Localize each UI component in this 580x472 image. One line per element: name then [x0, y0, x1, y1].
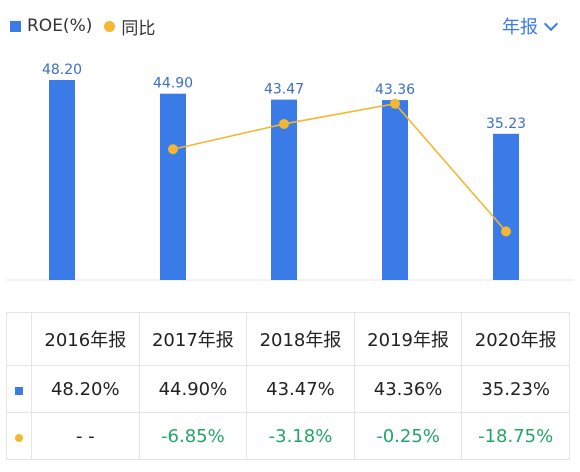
table-header-row: 2016年报 2017年报 2018年报 2019年报 2020年报 [6, 312, 570, 366]
roe-bar-2020年报[interactable] [493, 133, 519, 280]
roe-bar-label-2020年报: 35.23 [486, 116, 526, 132]
roe-legend-label: ROE(%) [27, 16, 93, 36]
roe-bar-2019年报[interactable] [382, 100, 408, 280]
table-row-yoy: - - -6.85% -3.18% -0.25% -18.75% [6, 412, 570, 460]
roe-bar-2018年报[interactable] [271, 99, 297, 280]
roe-bar-label-2018年报: 43.47 [264, 82, 304, 98]
chart-legend: ROE(%) 同比 [10, 14, 156, 39]
yoy-cell-2016: - - [31, 412, 140, 460]
yoy-cell-2017: -6.85% [138, 412, 248, 460]
roe-row-marker [15, 386, 23, 395]
roe-row-marker-cell [6, 365, 32, 413]
yoy-row-marker [15, 433, 23, 442]
roe-legend-marker [10, 20, 21, 32]
yoy-legend-label: 同比 [121, 18, 156, 39]
yoy-legend-marker [104, 20, 116, 32]
yoy-cell-2020: -18.75% [461, 412, 570, 460]
table-corner-cell [6, 312, 32, 366]
roe-chart: 48.20 44.90 43.47 43.36 35.23 [6, 62, 574, 281]
roe-cell-2017: 44.90% [138, 365, 248, 413]
table-header-2016: 2016年报 [31, 312, 140, 366]
table-header-2020: 2020年报 [461, 312, 570, 366]
period-selector-label[interactable]: 年报 [502, 17, 538, 38]
yoy-cell-2018: -3.18% [246, 412, 355, 460]
roe-cell-2018: 43.47% [246, 365, 355, 413]
table-header-2019: 2019年报 [353, 312, 463, 366]
roe-cell-2019: 43.36% [353, 365, 463, 413]
roe-bar-2017年报[interactable] [160, 93, 186, 280]
yoy-point-2019年报[interactable] [390, 98, 400, 109]
yoy-row-marker-cell [6, 412, 32, 460]
roe-cell-2020: 35.23% [461, 365, 570, 413]
roe-bar-label-2016年报: 48.20 [42, 62, 82, 78]
yoy-line [172, 102, 507, 232]
roe-cell-2016: 48.20% [31, 365, 140, 413]
yoy-point-2017年报[interactable] [168, 144, 178, 155]
data-table: 2016年报 2017年报 2018年报 2019年报 2020年报 48.20… [6, 312, 570, 460]
roe-bar-label-2019年报: 43.36 [375, 82, 415, 98]
table-header-2017: 2017年报 [138, 312, 248, 366]
period-selector[interactable]: 年报 [502, 13, 559, 39]
yoy-point-2018年报[interactable] [279, 118, 289, 129]
table-header-2018: 2018年报 [246, 312, 355, 366]
table-row-roe: 48.20% 44.90% 43.47% 43.36% 35.23% [6, 365, 570, 413]
roe-bar-label-2017年报: 44.90 [153, 76, 193, 92]
yoy-point-2020年报[interactable] [501, 226, 511, 237]
roe-bar-2016年报[interactable] [49, 80, 75, 280]
yoy-cell-2019: -0.25% [353, 412, 463, 460]
chevron-down-icon[interactable] [543, 16, 559, 31]
